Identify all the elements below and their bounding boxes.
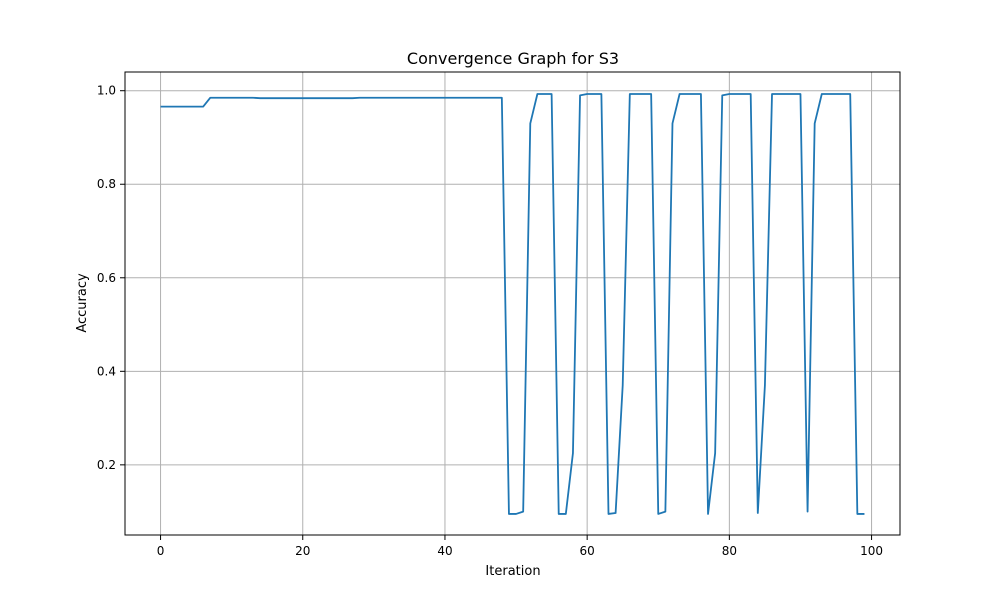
y-tick-label: 0.8	[97, 177, 116, 191]
x-axis-label: Iteration	[485, 564, 540, 579]
y-tick-label: 0.6	[97, 271, 116, 285]
x-tick-label: 60	[580, 544, 595, 558]
x-tick-label: 20	[295, 544, 310, 558]
y-tick-label: 0.4	[97, 364, 116, 378]
x-tick-label: 0	[157, 544, 165, 558]
accuracy-series-line	[161, 94, 865, 514]
x-tick-label: 80	[722, 544, 737, 558]
x-tick-label: 100	[860, 544, 883, 558]
chart-title: Convergence Graph for S3	[407, 49, 619, 68]
y-tick-label: 0.2	[97, 458, 116, 472]
x-axis-ticks: 0 20 40 60 80 100	[157, 535, 883, 558]
y-tick-label: 1.0	[97, 84, 116, 98]
plot-area-frame	[125, 72, 900, 535]
x-tick-label: 40	[437, 544, 452, 558]
series-layer	[161, 94, 865, 514]
grid-lines	[125, 72, 900, 535]
y-axis-label: Accuracy	[75, 273, 90, 333]
y-axis-ticks: 0.2 0.4 0.6 0.8 1.0	[97, 84, 125, 472]
